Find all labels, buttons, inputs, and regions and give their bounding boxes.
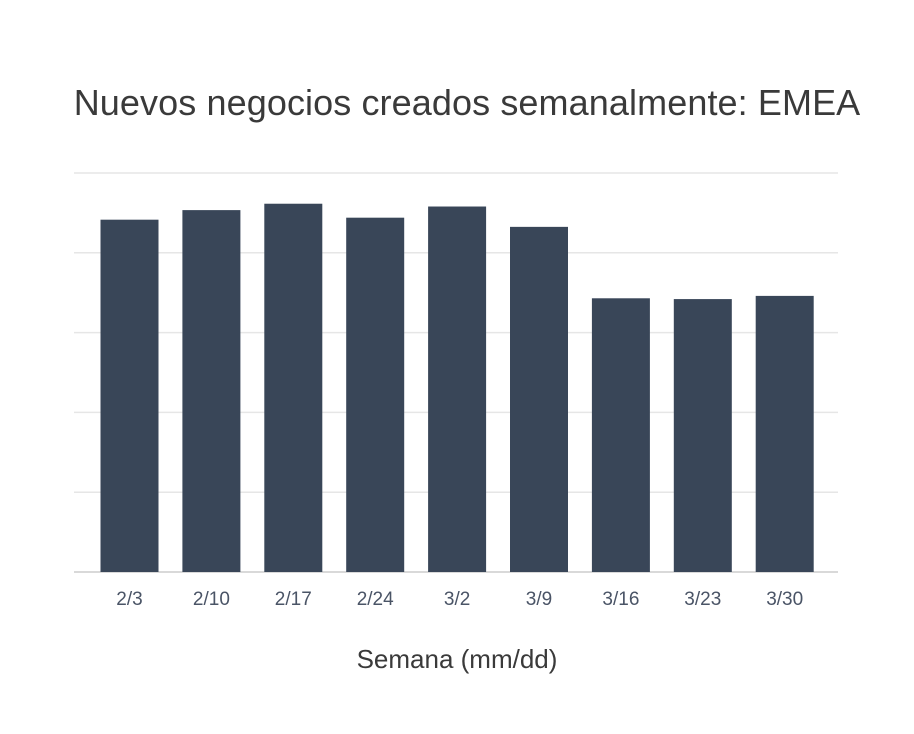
bar-3-2 — [428, 206, 487, 573]
bar-3-9 — [510, 226, 568, 573]
bar-2-10 — [182, 210, 241, 572]
x-tick-label: 2/10 — [193, 589, 230, 610]
x-tick-label: 3/16 — [602, 589, 639, 610]
bar-2-17 — [264, 203, 323, 572]
x-tick-label: 2/24 — [357, 589, 394, 610]
x-tick-label: 2/17 — [275, 589, 312, 610]
bar-2-24 — [346, 217, 405, 573]
chart-title: Nuevos negocios creados semanalmente: EM… — [73, 82, 861, 123]
x-tick-label: 3/30 — [766, 589, 803, 610]
x-axis-ticks: 2/3 2/10 2/17 2/24 3/2 3/9 3/16 3/23 3/30 — [116, 589, 803, 610]
bar-2-3 — [100, 219, 159, 573]
x-tick-label: 3/2 — [444, 589, 470, 610]
x-tick-label: 2/3 — [116, 589, 142, 610]
bar-3-16 — [591, 298, 650, 572]
bar-3-23 — [673, 299, 732, 572]
bars — [100, 203, 814, 573]
bar-3-30 — [755, 295, 814, 572]
x-tick-label: 3/9 — [526, 589, 552, 610]
x-axis-title: Semana (mm/dd) — [356, 644, 558, 674]
x-tick-label: 3/23 — [684, 589, 721, 610]
